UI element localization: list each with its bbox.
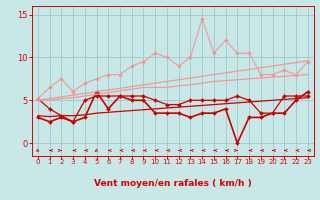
- X-axis label: Vent moyen/en rafales ( km/h ): Vent moyen/en rafales ( km/h ): [94, 179, 252, 188]
